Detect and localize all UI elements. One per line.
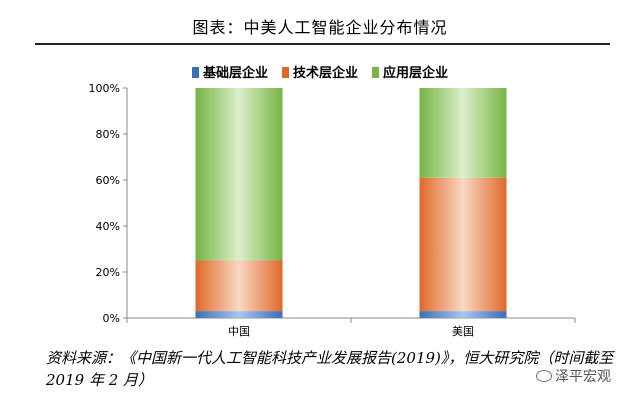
bar-segment xyxy=(419,177,507,312)
watermark-text: 泽平宏观 xyxy=(555,369,611,385)
x-tick-label: 美国 xyxy=(452,325,474,338)
legend-item: 基础层企业 xyxy=(191,62,268,81)
legend-swatch xyxy=(372,67,379,78)
legend-item: 应用层企业 xyxy=(372,62,448,81)
wechat-icon xyxy=(536,370,552,382)
legend-swatch xyxy=(191,67,199,78)
y-tick-label: 80% xyxy=(96,128,120,141)
source-note: 资料来源：《中国新一代人工智能科技产业发展报告(2019)》，恒大研究院（时间截… xyxy=(46,349,614,389)
y-tick-label: 40% xyxy=(96,220,120,233)
legend-label: 基础层企业 xyxy=(202,66,268,81)
bar-segment xyxy=(195,311,283,318)
legend-swatch xyxy=(281,67,289,78)
bar-segment xyxy=(195,88,283,261)
bar-segment xyxy=(195,260,283,312)
y-tick-label: 60% xyxy=(96,174,120,187)
legend-item: 技术层企业 xyxy=(281,62,358,81)
chart-title: 图表：中美人工智能企业分布情况 xyxy=(192,18,448,37)
y-tick-label: 20% xyxy=(96,266,120,279)
title-divider xyxy=(35,43,610,45)
chart-legend: 基础层企业 技术层企业 应用层企业 xyxy=(0,62,640,81)
y-tick-label: 100% xyxy=(89,82,120,95)
x-tick-label: 中国 xyxy=(228,325,250,338)
legend-label: 应用层企业 xyxy=(383,66,449,81)
legend-label: 技术层企业 xyxy=(292,66,358,81)
bar-segment xyxy=(419,88,507,178)
watermark: 泽平宏观 xyxy=(536,366,611,386)
y-tick-label: 0% xyxy=(103,312,120,325)
bar-segment xyxy=(419,311,507,318)
